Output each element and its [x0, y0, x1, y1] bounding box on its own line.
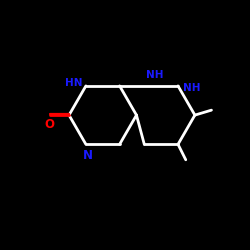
Text: HN: HN: [65, 78, 82, 88]
Text: N: N: [83, 149, 93, 162]
Text: NH: NH: [146, 70, 164, 80]
Text: NH: NH: [183, 84, 200, 94]
Text: O: O: [44, 118, 54, 131]
